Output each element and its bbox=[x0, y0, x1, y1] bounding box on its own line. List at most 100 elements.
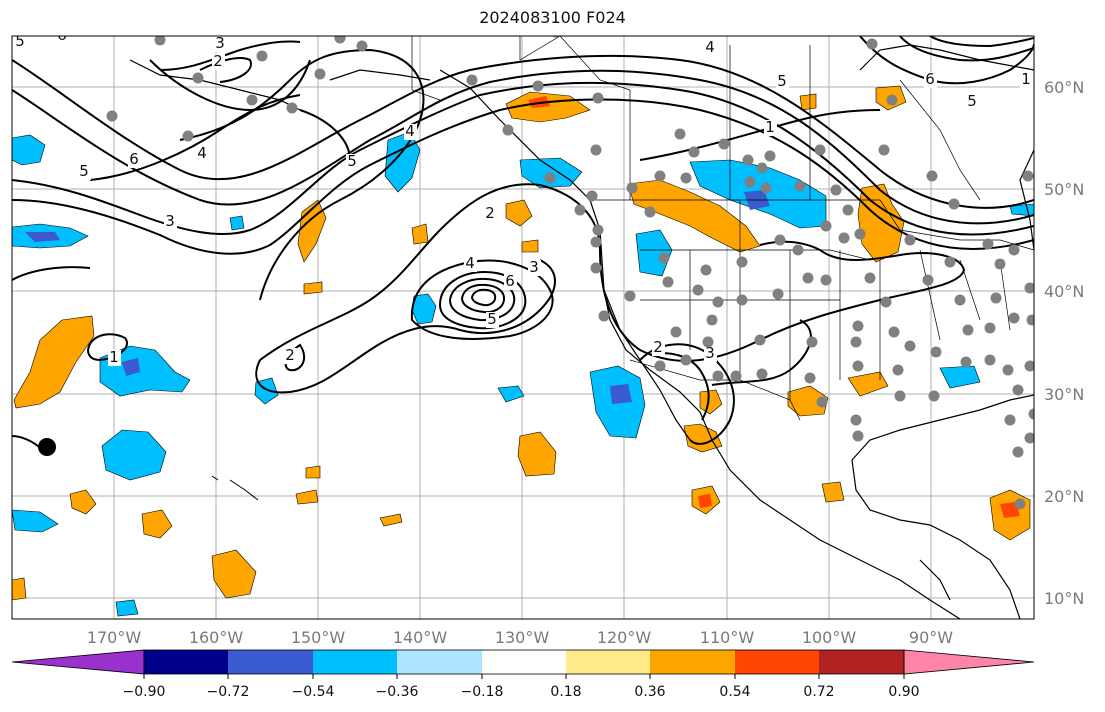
contour-label: 4 bbox=[405, 122, 415, 140]
longitude-label: 100°W bbox=[802, 628, 857, 647]
latitude-label: 10°N bbox=[1044, 589, 1084, 608]
contour-label-bg bbox=[214, 36, 227, 52]
colorbar-segment bbox=[144, 650, 228, 674]
station-dot bbox=[922, 274, 934, 286]
station-dot bbox=[754, 334, 766, 346]
latitude-label: 20°N bbox=[1044, 487, 1084, 506]
station-dot bbox=[1028, 408, 1034, 420]
contour-label: 4 bbox=[705, 38, 715, 56]
contour-label: 5 bbox=[487, 310, 497, 328]
contour-label-bg bbox=[504, 274, 517, 290]
station-dot bbox=[742, 154, 754, 166]
chart-title: 2024083100 F024 bbox=[479, 8, 626, 27]
colorbar-tick-label: −0.36 bbox=[376, 684, 419, 700]
station-dot bbox=[654, 360, 666, 372]
station-dot bbox=[502, 124, 514, 136]
colorbar: −0.90 −0.72 −0.54 −0.36 −0.18 0.18 0.36 0.54 0.7… bbox=[11, 649, 1035, 700]
colorbar-segment bbox=[735, 650, 819, 674]
station-dot bbox=[286, 102, 298, 114]
negative-anomaly-area bbox=[497, 385, 525, 403]
station-dot bbox=[712, 296, 724, 308]
colorbar-segment bbox=[313, 650, 397, 674]
positive-anomaly-area bbox=[699, 389, 723, 415]
station-dot bbox=[816, 396, 828, 408]
station-dot bbox=[926, 170, 938, 182]
contour-label: 3 bbox=[165, 212, 175, 230]
station-dot bbox=[670, 326, 682, 338]
positive-anomaly-area bbox=[295, 489, 319, 505]
contour-label-bg bbox=[966, 94, 979, 110]
station-dot bbox=[744, 176, 756, 188]
positive-anomaly-area bbox=[521, 239, 539, 253]
station-dot bbox=[356, 40, 368, 52]
station-dot bbox=[904, 234, 916, 246]
contour-label: 5 bbox=[15, 32, 25, 50]
station-dot bbox=[878, 144, 890, 156]
station-dot bbox=[850, 414, 862, 426]
contour-label-bg bbox=[128, 152, 141, 168]
negative-anomaly-area bbox=[101, 429, 167, 481]
longitude-label: 170°W bbox=[87, 628, 142, 647]
positive-anomaly-area bbox=[799, 93, 817, 111]
station-dot bbox=[706, 314, 718, 326]
station-dot bbox=[760, 182, 772, 194]
negative-anomaly-area bbox=[25, 232, 60, 242]
station-dot bbox=[774, 234, 786, 246]
station-dot bbox=[626, 182, 638, 194]
longitude-label: 140°W bbox=[393, 628, 448, 647]
positive-anomaly-area bbox=[505, 199, 533, 227]
station-dot bbox=[994, 258, 1006, 270]
longitude-label: 120°W bbox=[597, 628, 652, 647]
station-dot bbox=[982, 238, 994, 250]
colorbar-tick-label: −0.54 bbox=[292, 684, 335, 700]
colorbar-segment bbox=[228, 650, 313, 674]
station-dot bbox=[894, 390, 906, 402]
station-dot bbox=[764, 150, 776, 162]
station-dot bbox=[838, 232, 850, 244]
negative-anomaly-area bbox=[939, 365, 981, 389]
station-dot bbox=[852, 360, 864, 372]
station-dot bbox=[662, 276, 674, 288]
station-dot bbox=[730, 370, 742, 382]
station-dot bbox=[1014, 498, 1026, 510]
contour-label: 1 bbox=[765, 118, 775, 136]
station-dot bbox=[842, 204, 854, 216]
station-dot bbox=[820, 220, 832, 232]
contour-label-bg bbox=[284, 348, 297, 364]
station-dot bbox=[960, 356, 972, 368]
station-dot bbox=[256, 50, 268, 62]
contour-label: 2 bbox=[213, 52, 223, 70]
contour-label: 2 bbox=[285, 346, 295, 364]
colorbar-tick-label: 0.90 bbox=[888, 684, 919, 700]
positive-anomaly-area bbox=[305, 465, 321, 479]
contour-label: 3 bbox=[529, 258, 539, 276]
station-dot bbox=[1004, 414, 1016, 426]
station-dot bbox=[680, 172, 692, 184]
contour-label-bg bbox=[924, 72, 937, 88]
contour-label: 3 bbox=[215, 34, 225, 52]
station-dot bbox=[1024, 432, 1034, 444]
contour-label-bg bbox=[484, 206, 497, 222]
station-dot bbox=[532, 80, 544, 92]
colorbar-frame bbox=[143, 649, 905, 675]
station-dot bbox=[1008, 312, 1020, 324]
station-dot bbox=[806, 336, 818, 348]
station-dot bbox=[246, 94, 258, 106]
coastlines bbox=[129, 44, 1034, 619]
station-dot bbox=[990, 292, 1002, 304]
positive-anomaly-area bbox=[12, 577, 27, 601]
station-dot bbox=[466, 74, 478, 86]
colorbar-tick-label: −0.18 bbox=[461, 684, 504, 700]
station-dot bbox=[756, 368, 768, 380]
negative-anomaly-area bbox=[635, 229, 673, 277]
station-dot bbox=[850, 336, 862, 348]
colorbar-tick-label: 0.18 bbox=[550, 684, 581, 700]
contour-lines bbox=[12, 36, 1034, 449]
contour-label: 1 bbox=[109, 348, 119, 366]
longitude-label: 150°W bbox=[291, 628, 346, 647]
station-dot bbox=[880, 296, 892, 308]
contour-label-bg bbox=[764, 120, 777, 136]
station-dot bbox=[852, 320, 864, 332]
station-dot bbox=[574, 204, 586, 216]
station-dot bbox=[1024, 360, 1034, 372]
